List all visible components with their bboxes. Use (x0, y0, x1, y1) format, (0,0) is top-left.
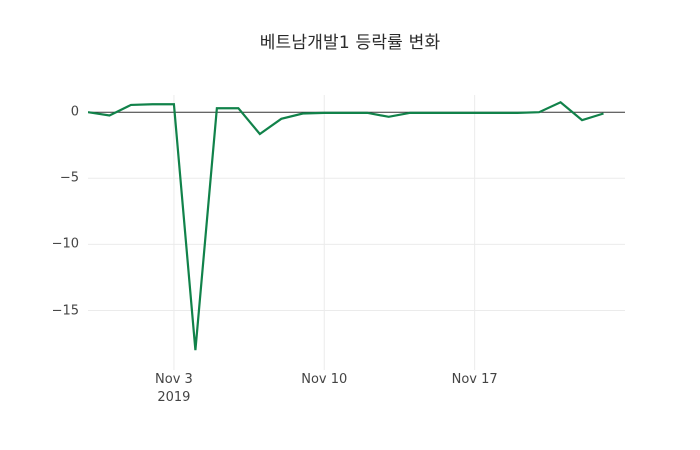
page-title: 베트남개발1 등락률 변화 (259, 33, 441, 53)
chart-canvas (88, 95, 625, 370)
x-tick-label-main: Nov 17 (451, 372, 498, 387)
x-tick-label: Nov 3 2019 (155, 371, 193, 407)
y-tick-label: 0 (70, 104, 79, 120)
x-tick-label-sub: 2019 (157, 390, 191, 405)
y-tick-label: −5 (59, 170, 79, 186)
x-tick-label-main: Nov 10 (301, 372, 348, 387)
y-axis-tick-labels: 0 −5 −10 −15 (0, 0, 79, 450)
x-tick-label: Nov 10 (301, 371, 347, 389)
vertical-gridlines (173, 95, 476, 370)
series-line-0 (88, 100, 604, 351)
x-tick-label: Nov 17 (452, 371, 498, 389)
x-tick-label-main: Nov 3 (155, 372, 193, 387)
y-tick-label: −10 (51, 236, 79, 252)
y-tick-label: −15 (51, 303, 79, 318)
horizontal-gridlines (88, 177, 625, 311)
plot-area (88, 95, 625, 370)
